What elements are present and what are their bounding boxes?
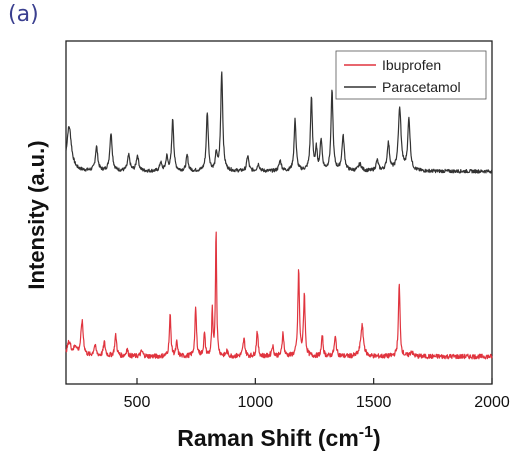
legend: Ibuprofen Paracetamol: [335, 50, 487, 100]
legend-label-ibuprofen: Ibuprofen: [382, 57, 441, 73]
spectra-traces: [65, 71, 493, 360]
x-tick-label: 1500: [356, 394, 392, 411]
y-axis-title: Intensity (a.u.): [24, 140, 49, 289]
legend-box: [335, 50, 487, 100]
x-tick-label: 1000: [238, 394, 274, 411]
legend-label-paracetamol: Paracetamol: [382, 79, 461, 95]
plot-frame: [65, 40, 493, 385]
x-tick-label: 2000: [474, 394, 510, 411]
series-line-ibuprofen: [65, 231, 493, 360]
series-line-paracetamol: [65, 71, 493, 174]
x-axis-title: Raman Shift (cm-1): [177, 424, 380, 451]
panel-label: (a): [8, 2, 39, 27]
x-axis-ticks: 500 1000 1500 2000: [124, 378, 510, 411]
x-tick-label: 500: [124, 394, 151, 411]
